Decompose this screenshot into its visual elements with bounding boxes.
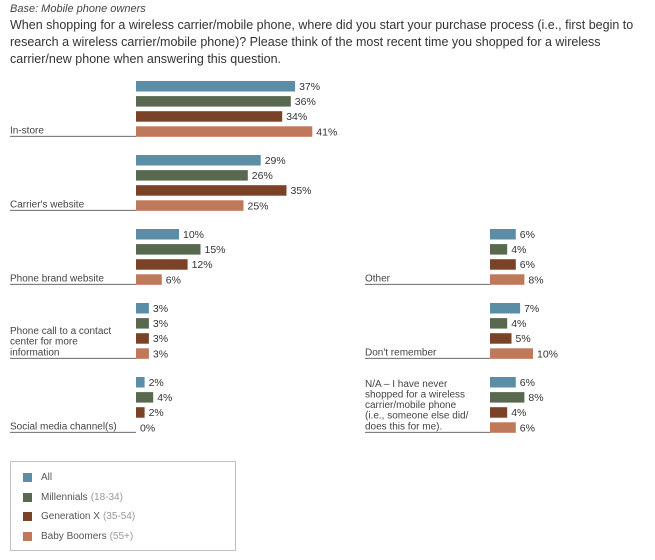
bar-value-label: 8% <box>528 392 543 404</box>
bar-value-label: 6% <box>166 274 181 286</box>
legend-sublabel: (55+) <box>109 530 134 542</box>
bar-value-label: 3% <box>153 318 168 330</box>
bar-chart: In-store 37% 36% 34% 41% Carrier's website 29%… <box>10 81 558 434</box>
bar-value-label: 5% <box>516 333 531 345</box>
category-label: Don't remember <box>365 347 437 358</box>
category-label: information <box>10 347 59 358</box>
bar-baby-boomers <box>490 422 516 433</box>
bar-millennials <box>490 318 508 329</box>
category-label: Carrier's website <box>10 199 85 210</box>
bar-value-label: 3% <box>153 348 168 360</box>
bar-value-label: 26% <box>252 170 273 182</box>
bar-value-label: 34% <box>286 111 307 123</box>
bar-baby-boomers <box>136 200 244 211</box>
bar-value-label: 6% <box>520 259 535 271</box>
bar-value-label: 10% <box>537 348 558 360</box>
bar-millennials <box>490 392 525 403</box>
legend-swatch <box>23 512 32 522</box>
bar-baby-boomers <box>490 274 525 285</box>
bar-all <box>490 377 516 388</box>
bar-value-label: 4% <box>511 244 526 256</box>
legend-item: Generation X (35-54) <box>11 507 235 527</box>
bar-value-label: 6% <box>520 377 535 389</box>
bar-value-label: 3% <box>153 333 168 345</box>
category-label: (i.e., someone else did/ <box>365 411 469 422</box>
category-label: carrier/mobile phone <box>365 400 457 411</box>
legend-swatch <box>23 473 32 483</box>
bar-value-label: 12% <box>192 259 213 271</box>
bar-value-label: 4% <box>511 318 526 330</box>
question-text: When shopping for a wireless carrier/mob… <box>10 18 634 66</box>
bar-generation-x <box>490 259 516 270</box>
bar-generation-x <box>136 407 145 418</box>
bar-baby-boomers <box>490 348 533 359</box>
bar-all <box>136 303 149 314</box>
bar-all <box>490 303 521 314</box>
bar-all <box>490 229 516 240</box>
legend-sublabel: (18-34) <box>90 491 123 503</box>
bar-value-label: 41% <box>316 126 337 138</box>
bar-value-label: 6% <box>520 422 535 434</box>
legend-label: Baby Boomers <box>41 530 107 542</box>
bar-generation-x <box>136 259 188 270</box>
legend-label: Millennials <box>41 491 88 503</box>
legend-item: All <box>11 468 235 488</box>
bar-value-label: 2% <box>149 377 164 389</box>
bar-value-label: 36% <box>295 96 316 108</box>
bar-value-label: 35% <box>291 185 312 197</box>
category-label: Other <box>365 273 391 284</box>
category-label: does this for me). <box>365 421 442 432</box>
bar-value-label: 4% <box>511 407 526 419</box>
bar-generation-x <box>490 407 508 418</box>
bar-baby-boomers <box>136 348 149 359</box>
legend-sublabel: (35-54) <box>102 511 136 523</box>
bar-value-label: 15% <box>205 244 226 256</box>
bar-value-label: 3% <box>153 303 168 315</box>
legend: All Millennials (18-34) Generation X (35-54)… <box>10 461 236 551</box>
bar-baby-boomers <box>136 274 162 285</box>
bar-millennials <box>136 318 149 329</box>
bar-generation-x <box>136 185 287 196</box>
bar-generation-x <box>136 111 283 122</box>
legend-item: Baby Boomers (55+) <box>11 527 235 547</box>
bar-value-label: 37% <box>299 81 320 93</box>
bar-all <box>136 81 296 92</box>
bar-value-label: 2% <box>149 407 164 419</box>
bar-value-label: 7% <box>524 303 539 315</box>
bar-baby-boomers <box>136 126 313 137</box>
bar-value-label: 4% <box>157 392 172 404</box>
bar-all <box>136 229 179 240</box>
category-label: In-store <box>10 125 44 136</box>
bar-value-label: 10% <box>183 229 204 241</box>
category-label: Phone brand website <box>10 273 104 284</box>
legend-label: Generation X <box>41 511 100 523</box>
bar-all <box>136 377 145 388</box>
legend-swatch <box>23 492 32 502</box>
bar-value-label: 25% <box>248 200 269 212</box>
category-label: center for more <box>10 337 78 348</box>
legend-item: Millennials (18-34) <box>11 488 235 508</box>
bar-value-label: 0% <box>140 422 155 434</box>
bar-millennials <box>490 244 508 255</box>
category-label: shopped for a wireless <box>365 390 465 401</box>
bar-value-label: 8% <box>528 274 543 286</box>
bar-all <box>136 155 261 166</box>
base-label: Base: Mobile phone owners <box>10 3 146 15</box>
category-label: N/A – I have never <box>365 379 448 390</box>
bar-millennials <box>136 96 291 107</box>
bar-millennials <box>136 244 201 255</box>
category-label: Phone call to a contact <box>10 326 111 337</box>
bar-value-label: 6% <box>520 229 535 241</box>
bar-generation-x <box>490 333 512 344</box>
bar-generation-x <box>136 333 149 344</box>
legend-swatch <box>23 531 32 541</box>
bar-millennials <box>136 392 154 403</box>
legend-label: All <box>41 472 53 484</box>
bar-millennials <box>136 170 248 181</box>
bar-value-label: 29% <box>265 155 286 167</box>
category-label: Social media channel(s) <box>10 421 117 432</box>
